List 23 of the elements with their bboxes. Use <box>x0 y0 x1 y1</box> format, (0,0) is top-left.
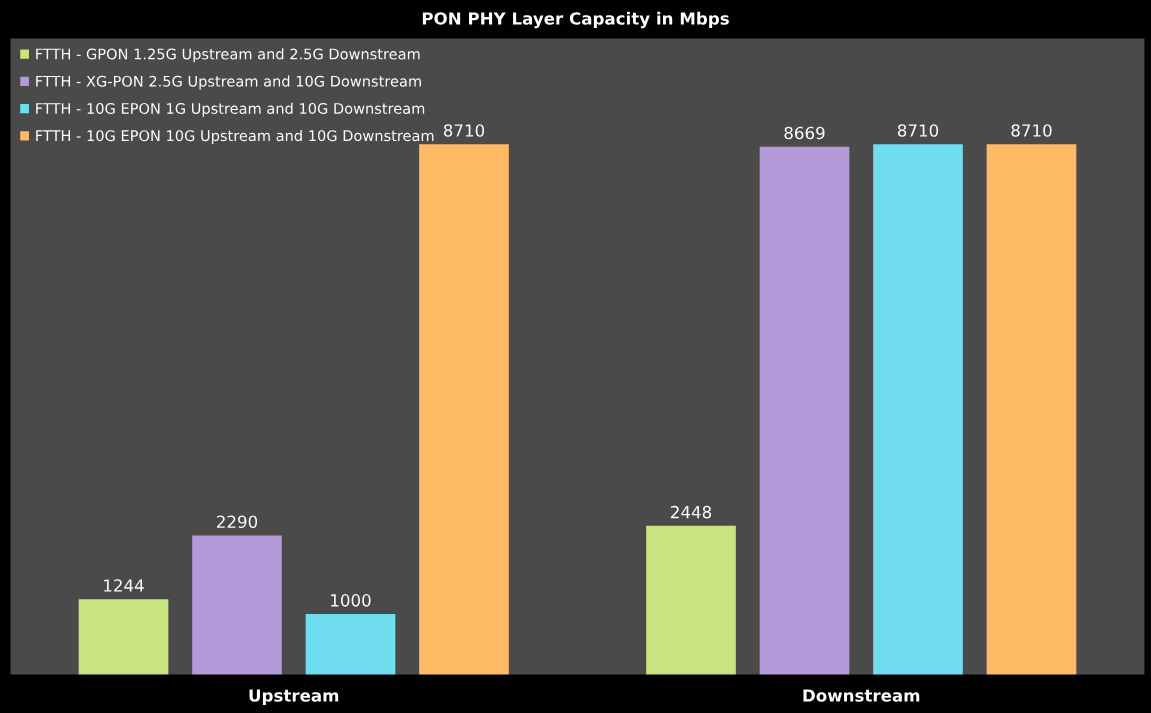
legend-label: FTTH - XG-PON 2.5G Upstream and 10G Downstream <box>36 75 421 90</box>
bar <box>986 144 1077 675</box>
data-label: 1244 <box>104 579 144 592</box>
data-label: 8710 <box>1011 124 1052 137</box>
bar <box>646 525 736 675</box>
bar <box>419 144 509 675</box>
legend-label: FTTH - 10G EPON 10G Upstream and 10G Downstream <box>36 129 434 145</box>
bar <box>305 614 396 675</box>
bar <box>192 535 282 675</box>
bar <box>78 599 169 675</box>
data-label: 8710 <box>443 124 485 137</box>
x-tick-label: Upstream <box>249 689 339 706</box>
data-label: 8669 <box>784 126 825 140</box>
data-label: 2448 <box>671 505 712 519</box>
data-label: 1000 <box>331 594 371 607</box>
x-tick-label: Downstream <box>803 689 920 702</box>
bar <box>759 146 850 675</box>
legend-label: FTTH - GPON 1.25G Upstream and 2.5G Downstream <box>36 48 420 63</box>
chart-title: PON PHY Layer Capacity in Mbps <box>422 11 729 29</box>
data-label: 8710 <box>897 124 939 137</box>
legend-label: FTTH - 10G EPON 1G Upstream and 10G Downstream <box>36 102 425 117</box>
data-label: 2290 <box>217 515 258 529</box>
bar <box>873 144 963 675</box>
